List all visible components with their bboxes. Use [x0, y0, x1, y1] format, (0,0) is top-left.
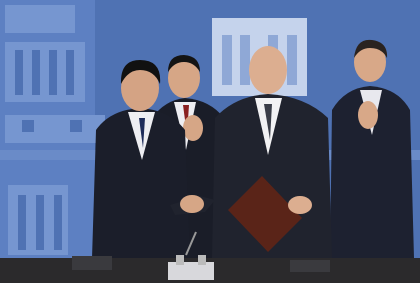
handshake	[180, 195, 204, 213]
photo	[0, 0, 420, 283]
hand	[288, 196, 312, 214]
page	[0, 0, 420, 283]
